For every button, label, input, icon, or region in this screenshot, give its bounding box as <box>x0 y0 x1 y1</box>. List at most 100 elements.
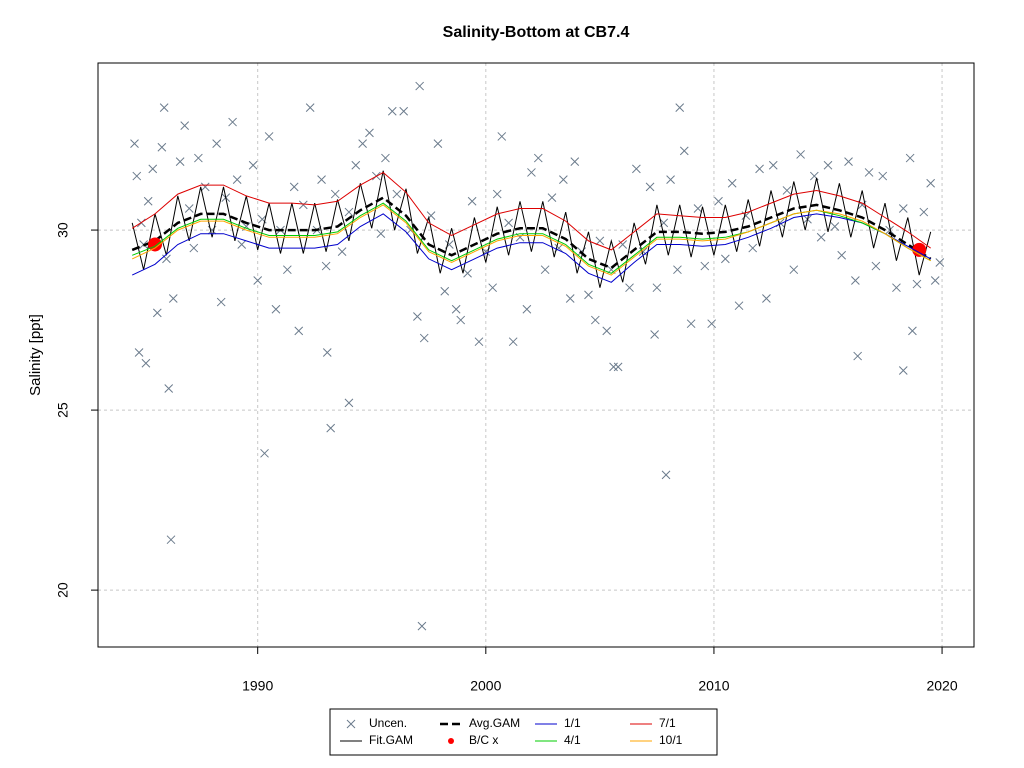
data-point <box>650 330 659 339</box>
data-point <box>212 139 221 149</box>
data-point <box>330 189 340 199</box>
data-point <box>260 448 269 458</box>
data-point <box>365 128 374 138</box>
data-point <box>132 171 142 181</box>
x-tick-label: 1990 <box>242 678 273 694</box>
data-point <box>451 304 461 314</box>
data-point <box>415 81 425 91</box>
data-point <box>456 315 466 325</box>
data-point <box>440 286 450 296</box>
legend-label: Fit.GAM <box>369 733 413 747</box>
data-point <box>344 207 354 217</box>
data-point <box>184 204 194 213</box>
data-point <box>264 132 274 141</box>
data-point <box>898 366 908 375</box>
data-point <box>305 103 315 112</box>
data-point <box>488 283 498 293</box>
data-point <box>522 304 532 314</box>
data-point <box>492 189 502 199</box>
plot-frame <box>97 62 975 648</box>
data-point <box>148 164 158 174</box>
data-point <box>344 398 354 408</box>
data-point <box>912 279 922 289</box>
data-point <box>707 319 717 329</box>
x-tick-label: 2010 <box>698 678 729 694</box>
data-point <box>159 103 169 112</box>
data-point <box>830 222 840 231</box>
data-point <box>755 164 764 174</box>
data-point <box>134 348 144 357</box>
data-point <box>166 535 176 545</box>
data-point <box>358 139 367 149</box>
y-tick-label: 30 <box>55 222 71 238</box>
data-point <box>143 196 153 206</box>
data-point <box>253 276 263 285</box>
data-point <box>298 200 308 210</box>
data-point <box>632 164 641 174</box>
data-point <box>326 423 336 433</box>
data-point <box>837 250 847 260</box>
data-point <box>157 142 167 152</box>
data-point <box>661 470 671 480</box>
data-point <box>559 175 568 185</box>
data-point <box>885 225 894 235</box>
data-point <box>727 178 737 188</box>
data-point <box>547 193 557 203</box>
legend-box <box>329 708 718 756</box>
data-point <box>433 139 443 149</box>
data-point <box>679 146 689 156</box>
legend-swatch <box>346 719 356 729</box>
data-point <box>930 276 940 285</box>
data-point <box>926 178 936 188</box>
data-point <box>748 243 758 253</box>
data-point <box>248 160 258 170</box>
series-line <box>131 171 931 251</box>
data-point <box>194 153 203 163</box>
chart-title: Salinity-Bottom at CB7.4 <box>443 24 630 41</box>
data-point <box>762 294 771 303</box>
data-point <box>844 157 853 167</box>
data-point <box>789 265 799 275</box>
data-point <box>796 150 805 159</box>
legend-label: Uncen. <box>369 716 407 730</box>
series-line <box>131 213 931 283</box>
data-point <box>175 157 185 167</box>
data-point <box>590 315 600 325</box>
data-point <box>322 348 332 357</box>
data-point <box>686 319 696 329</box>
data-point <box>467 196 477 206</box>
data-point <box>570 157 580 167</box>
data-point <box>337 247 347 257</box>
data-point <box>878 171 888 181</box>
legend-label: 1/1 <box>564 716 581 730</box>
data-point <box>351 160 361 170</box>
data-point <box>905 153 915 163</box>
data-point <box>609 362 618 372</box>
data-point <box>892 283 901 293</box>
y-axis-label: Salinity [ppt] <box>27 314 44 396</box>
data-point <box>237 240 247 249</box>
data-point <box>908 326 917 336</box>
series-line <box>131 204 931 276</box>
legend-label: 10/1 <box>659 733 683 747</box>
data-point <box>294 326 304 336</box>
data-point <box>533 153 543 163</box>
data-point <box>392 189 402 199</box>
data-point <box>282 265 292 275</box>
data-point <box>189 243 199 253</box>
series-line <box>131 170 932 288</box>
data-point <box>463 268 472 278</box>
data-point <box>152 308 162 318</box>
data-point <box>413 312 422 321</box>
data-point <box>497 132 507 141</box>
data-point <box>864 168 874 177</box>
data-point <box>130 139 139 149</box>
data-point <box>673 265 682 275</box>
series-line <box>131 196 932 270</box>
data-point <box>912 242 927 257</box>
legend-label: B/C x <box>469 733 498 747</box>
legend-label: 4/1 <box>564 733 581 747</box>
data-point <box>720 254 730 264</box>
